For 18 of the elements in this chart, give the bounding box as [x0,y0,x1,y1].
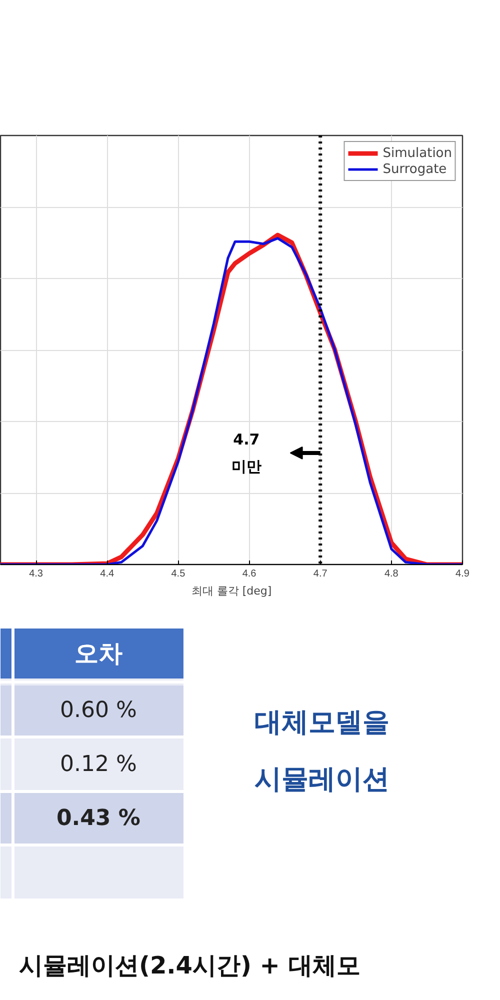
x-tick-label: 4.5 [171,568,186,580]
text: 대체모델을 [254,707,390,738]
x-tick-label: 4.7 [313,568,328,580]
legend-label: Simulation [382,145,452,161]
legend-label: Surrogate [382,161,447,177]
text: 오차 [74,640,122,668]
text: 0.43 % [56,806,140,831]
text: 0.12 % [60,752,137,777]
x-tick-label: 4.4 [100,568,115,580]
text: 0.60 % [60,698,137,723]
text: 시뮬레이션 [254,764,390,795]
x-tick-label: 4.8 [384,568,399,580]
text: 시뮬레이션(2.4시간) + 대체모 [18,952,360,980]
annotation: 4.7 미만 [231,430,262,476]
x-tick-label: 4.9 [456,568,470,580]
x-tick-label: 4.3 [29,568,44,580]
x-axis-title: 최대 롤각 [deg] [191,584,272,598]
x-tick-label: 4.6 [242,568,257,580]
